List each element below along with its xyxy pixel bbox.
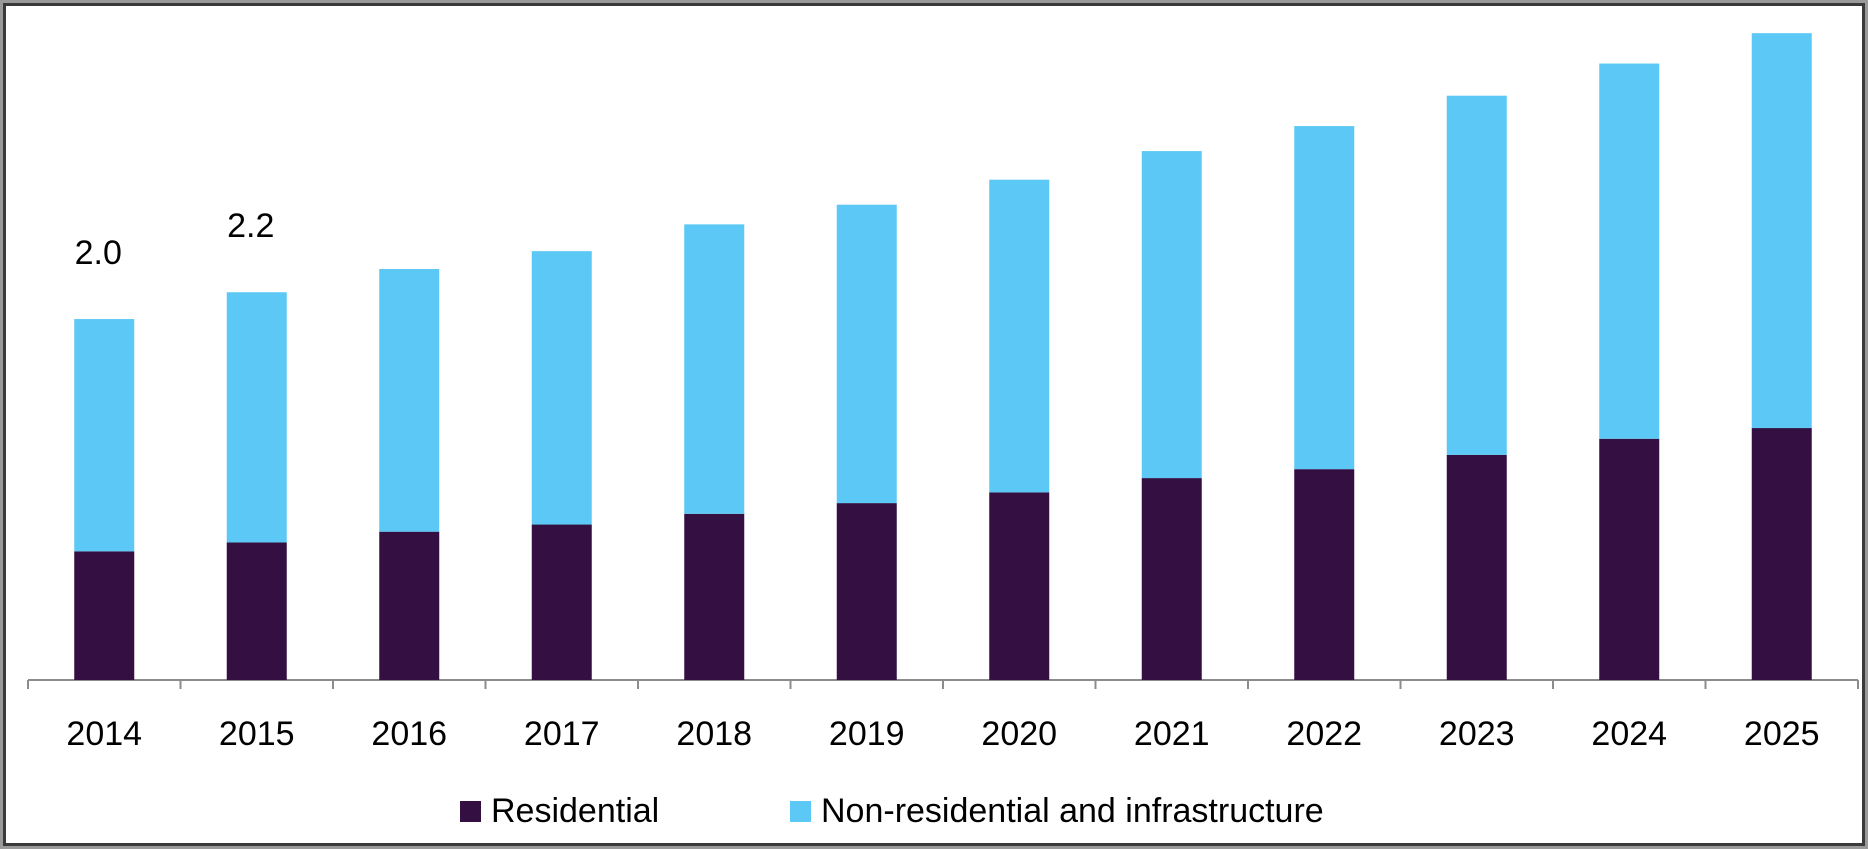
bar-segment: [1446, 454, 1507, 680]
x-tick-label: 2019: [829, 715, 905, 753]
bar-segment: [226, 292, 287, 543]
bar-segment: [1294, 126, 1355, 470]
legend-swatch: [790, 801, 811, 822]
x-tick-label: 2025: [1744, 715, 1820, 753]
x-tick-label: 2020: [981, 715, 1057, 753]
bar-segment: [1751, 428, 1812, 680]
bar-segment: [836, 503, 897, 680]
bar-segment: [836, 204, 897, 504]
legend-label: Residential: [491, 792, 659, 830]
bar-segment: [74, 551, 135, 680]
total-label: 2.0: [75, 234, 122, 272]
x-tick-label: 2014: [66, 715, 142, 753]
bar-segment: [989, 179, 1050, 493]
legend-swatch: [460, 801, 481, 822]
bar-segment: [1141, 151, 1202, 479]
bar-segment: [989, 492, 1050, 680]
bar-segment: [1446, 95, 1507, 455]
x-tick-label: 2018: [676, 715, 752, 753]
x-tick-label: 2015: [219, 715, 295, 753]
total-label: 2.2: [227, 207, 274, 245]
bar-segment: [226, 542, 287, 680]
bar-segment: [531, 251, 592, 525]
x-tick-label: 2016: [371, 715, 447, 753]
x-tick-label: 2017: [524, 715, 600, 753]
bar-segment: [1599, 63, 1660, 439]
bar-segment: [684, 224, 745, 514]
bar-segment: [684, 513, 745, 680]
legend-label: Non-residential and infrastructure: [821, 792, 1324, 830]
bar-segment: [379, 531, 440, 680]
bar-segment: [379, 269, 440, 532]
bar-segment: [74, 319, 135, 552]
x-tick-label: 2022: [1286, 715, 1362, 753]
bar-segment: [1751, 33, 1812, 429]
x-tick-label: 2021: [1134, 715, 1210, 753]
x-tick-label: 2024: [1591, 715, 1667, 753]
bar-segment: [1141, 478, 1202, 680]
bar-segment: [531, 524, 592, 680]
x-tick-label: 2023: [1439, 715, 1515, 753]
bar-segment: [1294, 469, 1355, 680]
bar-segment: [1599, 438, 1660, 680]
